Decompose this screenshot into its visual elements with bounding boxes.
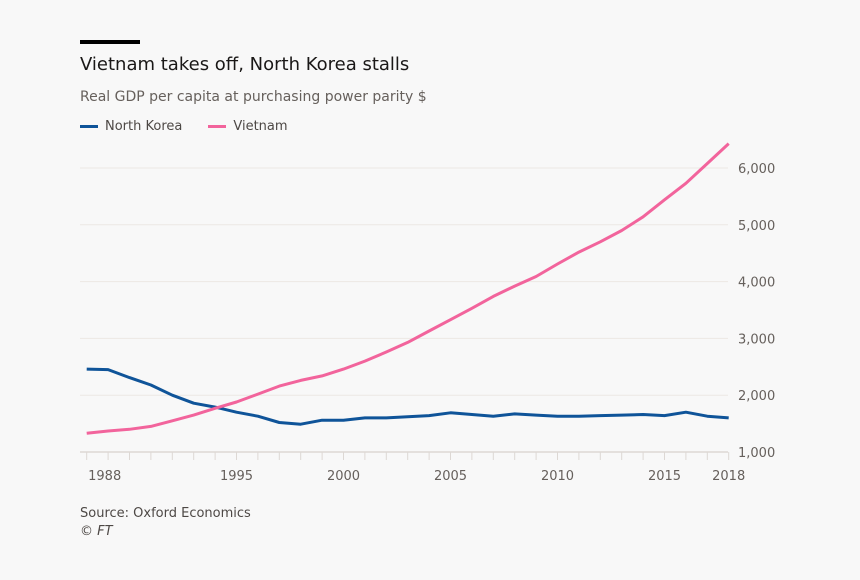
chart-title: Vietnam takes off, North Korea stalls	[80, 54, 410, 75]
y-tick-label: 5,000	[738, 219, 775, 234]
chart-subtitle: Real GDP per capita at purchasing power …	[80, 89, 427, 105]
y-tick-label: 1,000	[738, 446, 775, 461]
y-tick-label: 4,000	[738, 276, 775, 291]
x-tick-label: 2000	[327, 469, 360, 484]
series-line-north-korea	[86, 367, 729, 426]
source-note: Source: Oxford Economics	[80, 506, 251, 521]
y-tick-label: 2,000	[738, 389, 775, 404]
x-tick-label: 2018	[712, 469, 745, 484]
series-line-vietnam	[86, 142, 730, 435]
y-tick-label: 3,000	[738, 332, 775, 347]
ft-header-bar	[80, 40, 140, 44]
y-tick-label: 6,000	[738, 162, 775, 177]
legend-item-north-korea: North Korea	[80, 119, 182, 134]
x-tick-label: 2015	[648, 469, 681, 484]
x-tick-label: 1995	[220, 469, 253, 484]
legend: North Korea Vietnam	[80, 119, 288, 134]
x-tick-label: 2010	[541, 469, 574, 484]
x-tick-label: 2005	[434, 469, 467, 484]
copyright: © FT	[80, 524, 113, 539]
x-tick-label: 1988	[88, 469, 121, 484]
legend-item-vietnam: Vietnam	[208, 119, 288, 134]
